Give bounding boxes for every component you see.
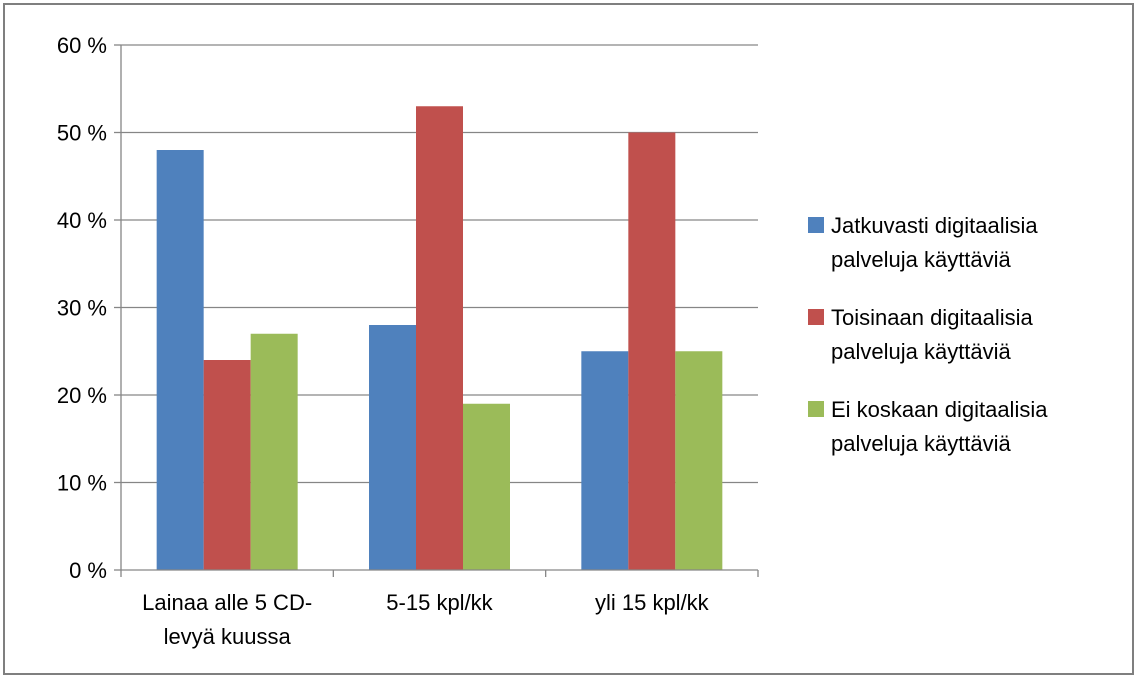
bar	[628, 132, 676, 570]
legend-swatch	[808, 401, 824, 417]
bars	[156, 106, 723, 570]
y-tick-label: 10 %	[57, 471, 107, 496]
bar	[203, 360, 251, 570]
bar	[250, 333, 298, 570]
legend-swatch	[808, 217, 824, 233]
legend-swatch	[808, 309, 824, 325]
y-tick-label: 20 %	[57, 383, 107, 408]
bar	[675, 351, 723, 570]
bar	[581, 351, 629, 570]
legend-label: Toisinaan digitaalisia palveluja käyttävi…	[831, 305, 1034, 364]
y-tick-label: 30 %	[57, 296, 107, 321]
bar	[156, 150, 204, 570]
y-tick-label: 60 %	[57, 33, 107, 58]
y-tick-label: 50 %	[57, 121, 107, 146]
x-tick-label: 5-15 kpl/kk	[386, 590, 493, 615]
y-tick-label: 40 %	[57, 208, 107, 233]
legend-label: Jatkuvasti digitaalisia palveluja käyttäv…	[831, 213, 1038, 272]
bar	[463, 403, 510, 570]
x-tick-label: yli 15 kpl/kk	[595, 590, 710, 615]
bar	[416, 106, 463, 570]
x-tick-label: Lainaa alle 5 CD-levyä kuussa	[142, 590, 312, 649]
legend: Jatkuvasti digitaalisia palveluja käyttäv…	[808, 213, 1048, 456]
x-axis-ticks: Lainaa alle 5 CD-levyä kuussa 5-15 kpl/kk…	[120, 570, 759, 649]
y-tick-label: 0 %	[69, 558, 107, 583]
legend-label: Ei koskaan digitaalisia palveluja käyttäv…	[831, 397, 1048, 456]
y-axis-ticks: 0 % 10 % 20 % 30 % 40 % 50 % 60 %	[57, 33, 121, 583]
bar	[369, 325, 416, 570]
